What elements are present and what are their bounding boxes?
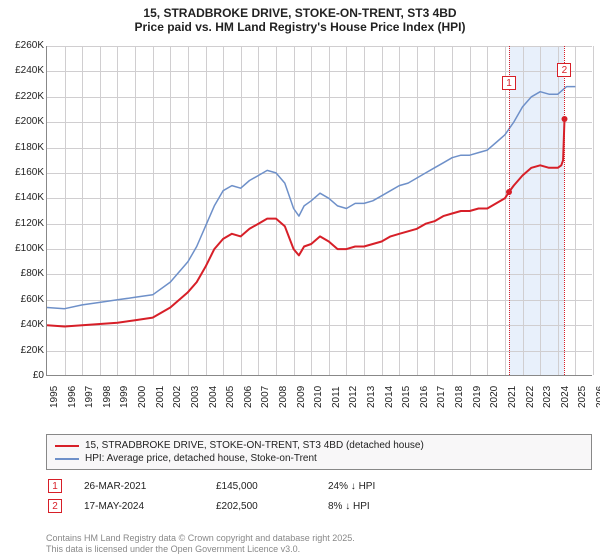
x-tick-label: 2003 xyxy=(190,386,210,408)
y-tick-label: £20K xyxy=(2,345,44,356)
transaction-date: 26-MAR-2021 xyxy=(84,481,194,492)
marker-box: 1 xyxy=(502,76,516,90)
chart-title-block: 15, STRADBROKE DRIVE, STOKE-ON-TRENT, ST… xyxy=(0,0,600,36)
y-tick-label: £140K xyxy=(2,192,44,203)
legend-panel: 15, STRADBROKE DRIVE, STOKE-ON-TRENT, ST… xyxy=(46,434,592,516)
legend-box: 15, STRADBROKE DRIVE, STOKE-ON-TRENT, ST… xyxy=(46,434,592,470)
plot-area: 12 xyxy=(46,46,592,376)
transaction-row: 1 26-MAR-2021 £145,000 24% ↓ HPI xyxy=(46,476,592,496)
legend-item: 15, STRADBROKE DRIVE, STOKE-ON-TRENT, ST… xyxy=(55,439,583,452)
x-tick-label: 2021 xyxy=(507,386,527,408)
transaction-row: 2 17-MAY-2024 £202,500 8% ↓ HPI xyxy=(46,496,592,516)
marker-box: 2 xyxy=(557,63,571,77)
y-tick-label: £120K xyxy=(2,218,44,229)
y-tick-label: £40K xyxy=(2,319,44,330)
x-tick-label: 1995 xyxy=(49,386,69,408)
transaction-table: 1 26-MAR-2021 £145,000 24% ↓ HPI 2 17-MAY-202… xyxy=(46,476,592,516)
line-series-svg xyxy=(47,46,593,376)
transaction-delta: 8% ↓ HPI xyxy=(328,501,370,512)
legend-label: 15, STRADBROKE DRIVE, STOKE-ON-TRENT, ST… xyxy=(85,440,424,451)
title-line-2: Price paid vs. HM Land Registry's House … xyxy=(8,20,592,34)
y-tick-label: £220K xyxy=(2,91,44,102)
legend-swatch xyxy=(55,445,79,447)
y-tick-label: £260K xyxy=(2,40,44,51)
footer-attribution: Contains HM Land Registry data © Crown c… xyxy=(46,531,592,560)
marker-vline xyxy=(564,46,565,375)
x-tick-label: 2026 xyxy=(595,386,600,408)
y-tick-label: £60K xyxy=(2,294,44,305)
transaction-price: £202,500 xyxy=(216,501,306,512)
transaction-delta: 24% ↓ HPI xyxy=(328,481,375,492)
footer-line-2: This data is licensed under the Open Gov… xyxy=(46,544,592,556)
y-tick-label: £160K xyxy=(2,167,44,178)
legend-label: HPI: Average price, detached house, Stok… xyxy=(85,453,317,464)
y-tick-label: £200K xyxy=(2,116,44,127)
transaction-date: 17-MAY-2024 xyxy=(84,501,194,512)
x-tick-label: 2008 xyxy=(278,386,298,408)
title-line-1: 15, STRADBROKE DRIVE, STOKE-ON-TRENT, ST… xyxy=(8,6,592,20)
footer-line-1: Contains HM Land Registry data © Crown c… xyxy=(46,533,592,545)
chart-container: £0 £20K £40K £60K £80K £100K £120K £140K £160K £1… xyxy=(0,42,600,422)
series-line xyxy=(47,87,575,309)
legend-item: HPI: Average price, detached house, Stok… xyxy=(55,452,583,465)
y-tick-label: £80K xyxy=(2,268,44,279)
transaction-marker: 1 xyxy=(48,479,62,493)
legend-swatch xyxy=(55,458,79,460)
y-tick-label: £0 xyxy=(2,370,44,381)
marker-vline xyxy=(509,46,510,375)
y-tick-label: £240K xyxy=(2,65,44,76)
transaction-marker: 2 xyxy=(48,499,62,513)
transaction-price: £145,000 xyxy=(216,481,306,492)
y-tick-label: £100K xyxy=(2,243,44,254)
y-tick-label: £180K xyxy=(2,142,44,153)
